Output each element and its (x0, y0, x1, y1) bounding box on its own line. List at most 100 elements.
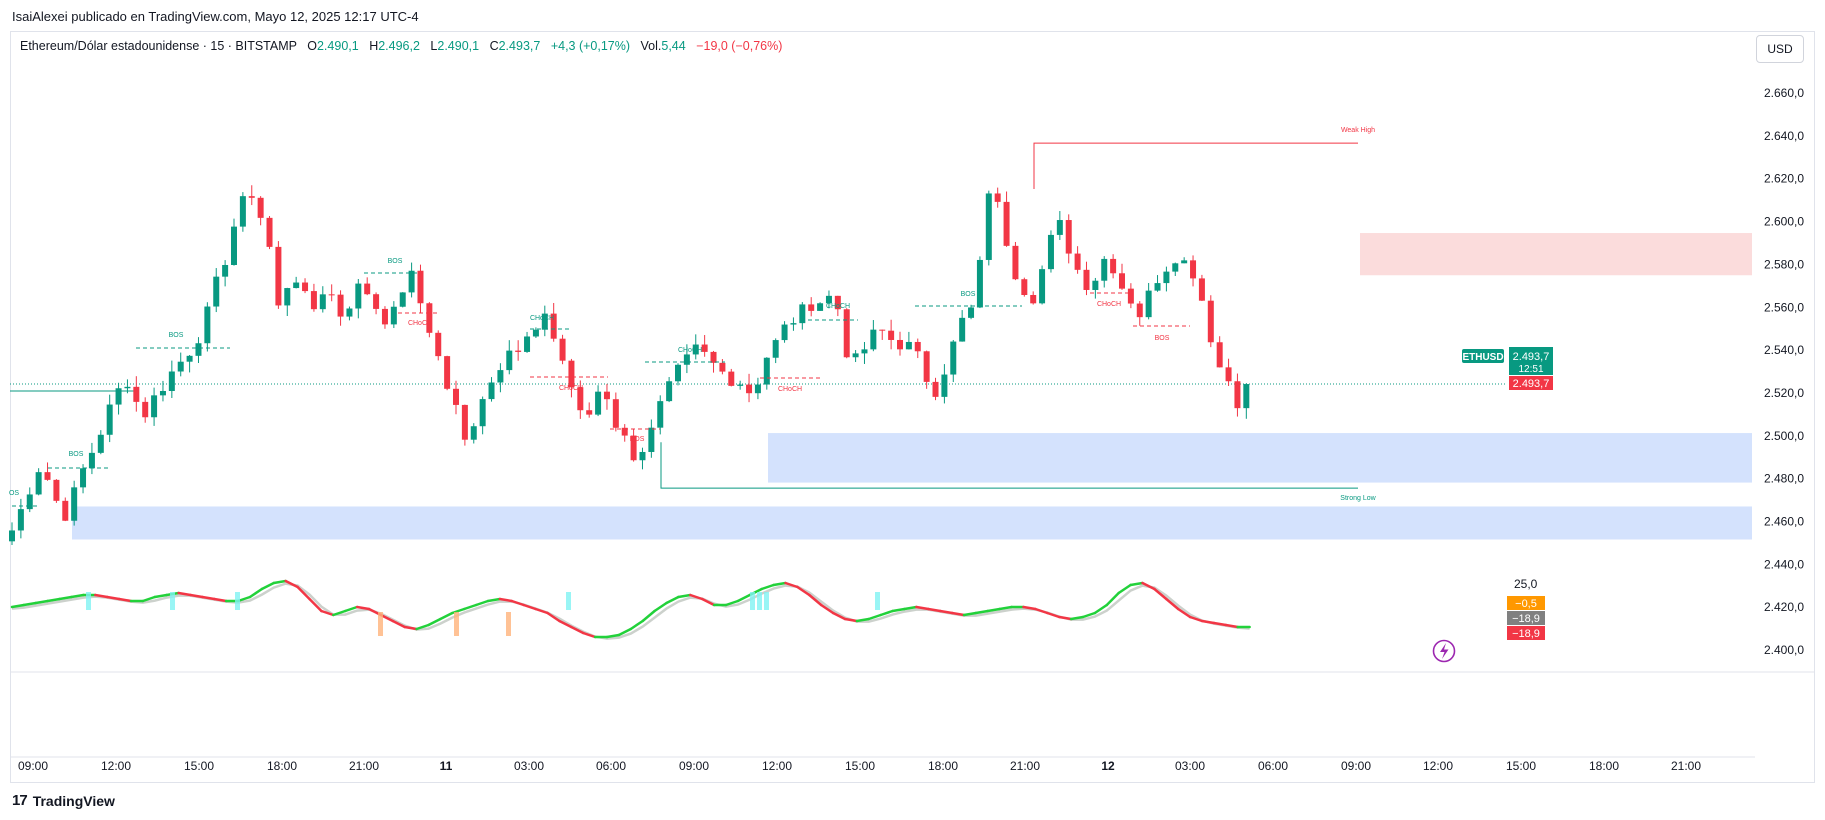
candle (852, 353, 859, 358)
zones-layer (72, 233, 1752, 540)
candle (710, 351, 717, 363)
oscillator-segment (760, 583, 775, 591)
lightning-icon[interactable] (1432, 639, 1456, 663)
x-tick-label: 18:00 (928, 759, 958, 773)
currency-button[interactable]: USD (1756, 35, 1804, 63)
supply-zone (1360, 233, 1752, 276)
candle (941, 374, 948, 397)
oscillator-segment (534, 607, 549, 615)
oscillator-segment (938, 609, 954, 615)
candle (639, 451, 646, 461)
candle (1083, 269, 1090, 290)
oscillator-value-tag (1507, 596, 1545, 610)
oscillator-segment (1057, 615, 1073, 621)
oscillator-segment (332, 609, 347, 617)
y-tick-label: 2.500,0 (1764, 429, 1804, 443)
candle (524, 336, 531, 352)
oscillator-segment (510, 599, 525, 607)
oscillator-layer: 25,0 −0,5 −18,9 −18,9 (10, 577, 1545, 640)
oscillator-segment (1093, 603, 1109, 615)
candle (17, 509, 24, 531)
oscillator-segment (213, 597, 228, 603)
symbol-title[interactable]: Ethereum/Dólar estadounidense · 15 · BIT… (20, 39, 297, 53)
candle (284, 288, 291, 306)
candle (1136, 303, 1143, 318)
candle (550, 313, 557, 339)
y-tick-label: 2.540,0 (1764, 343, 1804, 357)
oscillator-segment (320, 609, 335, 617)
candle (390, 306, 397, 325)
candle (719, 362, 726, 372)
oscillator-segment (34, 599, 49, 605)
candle (728, 371, 735, 386)
candle (1047, 234, 1054, 270)
chart-legend: Ethereum/Dólar estadounidense · 15 · BIT… (20, 39, 782, 53)
candle (453, 388, 459, 405)
candle (1207, 300, 1214, 343)
x-tick-label: 03:00 (514, 759, 544, 773)
candle (817, 303, 824, 311)
footer-brand: TradingView (32, 792, 115, 809)
candle (444, 356, 451, 389)
candle (355, 283, 362, 309)
oscillator-segment (974, 609, 990, 615)
oscillator-value-label: −0,5 (1515, 598, 1537, 610)
candle (834, 295, 841, 310)
candle (435, 332, 442, 357)
label-bear: CHoCH (408, 320, 432, 327)
candle (381, 308, 388, 325)
label-bear: CHoCH (1097, 301, 1121, 308)
oscillator-segment (260, 581, 276, 591)
x-tick-label: 12:00 (762, 759, 792, 773)
symbol-tag-label: ETHUSD (1462, 352, 1503, 363)
candle (843, 309, 850, 358)
label-bear: BOS (630, 436, 645, 443)
oscillator-segment (891, 607, 906, 613)
oscillator-segment (427, 617, 442, 627)
oscillator-segment (855, 617, 871, 623)
candle (657, 401, 664, 428)
x-tick-label: 03:00 (1175, 759, 1205, 773)
candle (408, 270, 415, 293)
tradingview-logo[interactable]: 17 TradingView (12, 792, 115, 809)
oscillator-segment (724, 599, 740, 607)
weak-high-line (1033, 142, 1358, 189)
oscillator-highlight-bar (750, 592, 755, 610)
candle (914, 341, 921, 352)
candle (470, 426, 477, 440)
oscillator-value-tag (1507, 626, 1545, 640)
oscillator-segment (474, 599, 490, 607)
oscillator-segment (1046, 611, 1061, 619)
candle (994, 193, 1001, 202)
candle (159, 390, 166, 396)
y-tick-label: 2.620,0 (1764, 172, 1804, 186)
x-tick-label: 15:00 (184, 759, 214, 773)
candle (186, 355, 193, 362)
oscillator-segment (629, 619, 644, 631)
candle (88, 452, 95, 469)
candle (417, 270, 424, 304)
candle (213, 276, 220, 307)
candle (319, 294, 326, 310)
y-tick-label: 2.440,0 (1764, 557, 1804, 571)
oscillator-segment (1105, 591, 1120, 607)
candle (1181, 260, 1188, 264)
oscillator-highlight-bar (86, 592, 91, 610)
label-bear: CHoCH (778, 386, 802, 393)
oscillator-highlight-bar (764, 592, 769, 610)
oscillator-segment (903, 605, 918, 611)
candle (586, 410, 593, 415)
oscillator-segment (439, 611, 454, 621)
x-tick-label: 21:00 (1671, 759, 1701, 773)
x-tick-label: 21:00 (1010, 759, 1040, 773)
candle (790, 323, 797, 325)
oscillator-segment (189, 593, 204, 599)
x-tick-label: 15:00 (845, 759, 875, 773)
demand-zone (768, 433, 1752, 483)
oscillator-segment (1129, 581, 1144, 587)
oscillator-value-label: −18,9 (1512, 613, 1540, 625)
candle (479, 399, 486, 427)
oscillator-segment (58, 595, 73, 601)
oscillator-segment (355, 605, 371, 611)
